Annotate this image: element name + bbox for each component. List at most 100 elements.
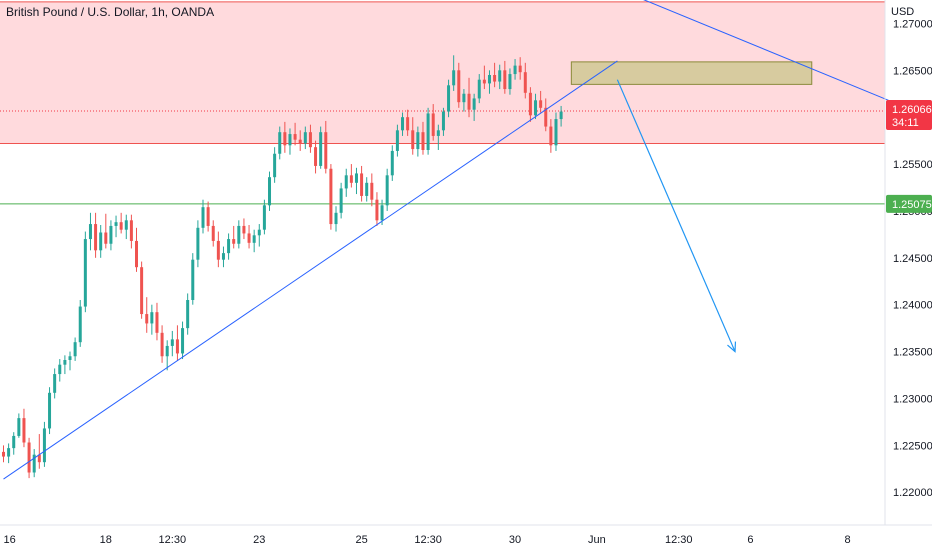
candle-up: [165, 345, 169, 357]
candle-down: [37, 454, 41, 463]
candle-down: [375, 199, 379, 221]
candle-down: [135, 240, 139, 268]
candle-up: [513, 65, 517, 75]
candle-down: [539, 100, 543, 108]
candle-down: [457, 70, 461, 103]
candle-up: [380, 205, 384, 221]
candle-up: [114, 222, 118, 226]
y-tick-label: 1.24500: [893, 253, 932, 265]
descending-trendline[interactable]: [530, 0, 889, 101]
candle-up: [508, 74, 512, 90]
x-tick-label: 18: [100, 534, 112, 546]
candle-down: [349, 175, 353, 183]
y-tick-label: 1.22000: [893, 487, 932, 499]
candle-up: [334, 212, 338, 225]
candle-up: [63, 360, 67, 365]
candle-up: [48, 392, 52, 429]
candle-down: [308, 132, 312, 148]
candle-up: [447, 85, 451, 112]
y-tick-label: 1.24000: [893, 300, 932, 312]
candle-up: [339, 188, 343, 213]
candle-up: [196, 227, 200, 260]
candle-up: [426, 113, 430, 150]
candle-up: [32, 454, 36, 473]
candle-up: [181, 328, 185, 354]
candle-up: [436, 130, 440, 136]
candle-up: [68, 356, 72, 360]
candle-down: [175, 339, 179, 354]
candle-down: [360, 173, 364, 196]
candle-down: [140, 267, 144, 315]
candle-up: [268, 177, 272, 206]
candle-up: [401, 117, 405, 131]
candle-up: [221, 253, 225, 260]
candle-up: [303, 132, 307, 144]
candle-up: [186, 300, 190, 329]
candle-up: [83, 239, 87, 307]
candle-up: [53, 374, 57, 393]
candle-down: [129, 220, 133, 241]
forecast-arrow[interactable]: [616, 79, 736, 352]
candle-up: [12, 435, 16, 449]
candle-down: [155, 312, 159, 333]
x-tick-label: 8: [845, 534, 851, 546]
candle-down: [482, 79, 486, 84]
candle-up: [273, 153, 277, 178]
x-tick-label: 30: [509, 534, 521, 546]
candle-down: [160, 332, 164, 357]
candle-up: [99, 232, 103, 251]
x-tick-label: 12:30: [159, 534, 187, 546]
forecast-arrow-head: [727, 341, 737, 353]
x-axis[interactable]: 16 18 12:30 23 25 12:30 30 Jun 12:30 6 8: [4, 534, 851, 546]
candle-down: [493, 75, 497, 82]
y-tick-label: 1.22500: [893, 440, 932, 452]
candle-up: [288, 134, 292, 146]
candle-up: [278, 132, 282, 154]
candle-up: [109, 225, 113, 244]
candle-up: [365, 182, 369, 196]
support-price-badge: 1.25075: [886, 194, 932, 213]
x-tick-label: 6: [747, 534, 753, 546]
candle-down: [2, 451, 5, 457]
x-tick-label: 23: [253, 534, 265, 546]
candle-down: [232, 239, 236, 244]
candle-up: [237, 225, 241, 244]
target-box[interactable]: [570, 61, 813, 85]
candle-down: [406, 117, 410, 131]
ascending-trendline[interactable]: [3, 60, 618, 480]
candle-up: [554, 119, 558, 146]
current-price-value: 1.26066: [892, 104, 932, 116]
x-tick-label: 16: [4, 534, 16, 546]
candle-down: [544, 107, 548, 127]
candle-up: [124, 220, 128, 230]
candle-up: [191, 259, 195, 300]
candle-down: [206, 207, 210, 226]
y-tick-label: 1.26500: [893, 65, 932, 77]
candle-up: [395, 130, 399, 151]
candle-up: [452, 70, 456, 86]
candle-up: [472, 98, 476, 110]
candle-down: [431, 113, 435, 136]
candle-up: [559, 111, 563, 120]
y-tick-label: 1.25500: [893, 159, 932, 171]
candle-down: [104, 232, 108, 244]
candle-up: [487, 75, 491, 84]
candle-up: [534, 100, 538, 116]
candle-up: [42, 428, 46, 463]
candle-down: [518, 65, 522, 73]
candle-up: [58, 364, 62, 375]
candle-up: [385, 175, 389, 206]
candle-down: [94, 224, 98, 251]
y-axis[interactable]: 1.22000 1.22500 1.23000 1.23500 1.24000 1.245…: [893, 18, 932, 499]
candle-up: [227, 239, 231, 254]
candle-down: [314, 147, 318, 166]
candle-up: [477, 79, 481, 99]
chart-title: British Pound / U.S. Dollar, 1h, OANDA: [6, 5, 214, 19]
candle-down: [145, 314, 149, 324]
candle-up: [150, 312, 154, 324]
x-tick-label: 25: [355, 534, 367, 546]
candle-up: [441, 111, 445, 131]
candle-down: [421, 132, 425, 150]
candle-up: [252, 235, 256, 243]
